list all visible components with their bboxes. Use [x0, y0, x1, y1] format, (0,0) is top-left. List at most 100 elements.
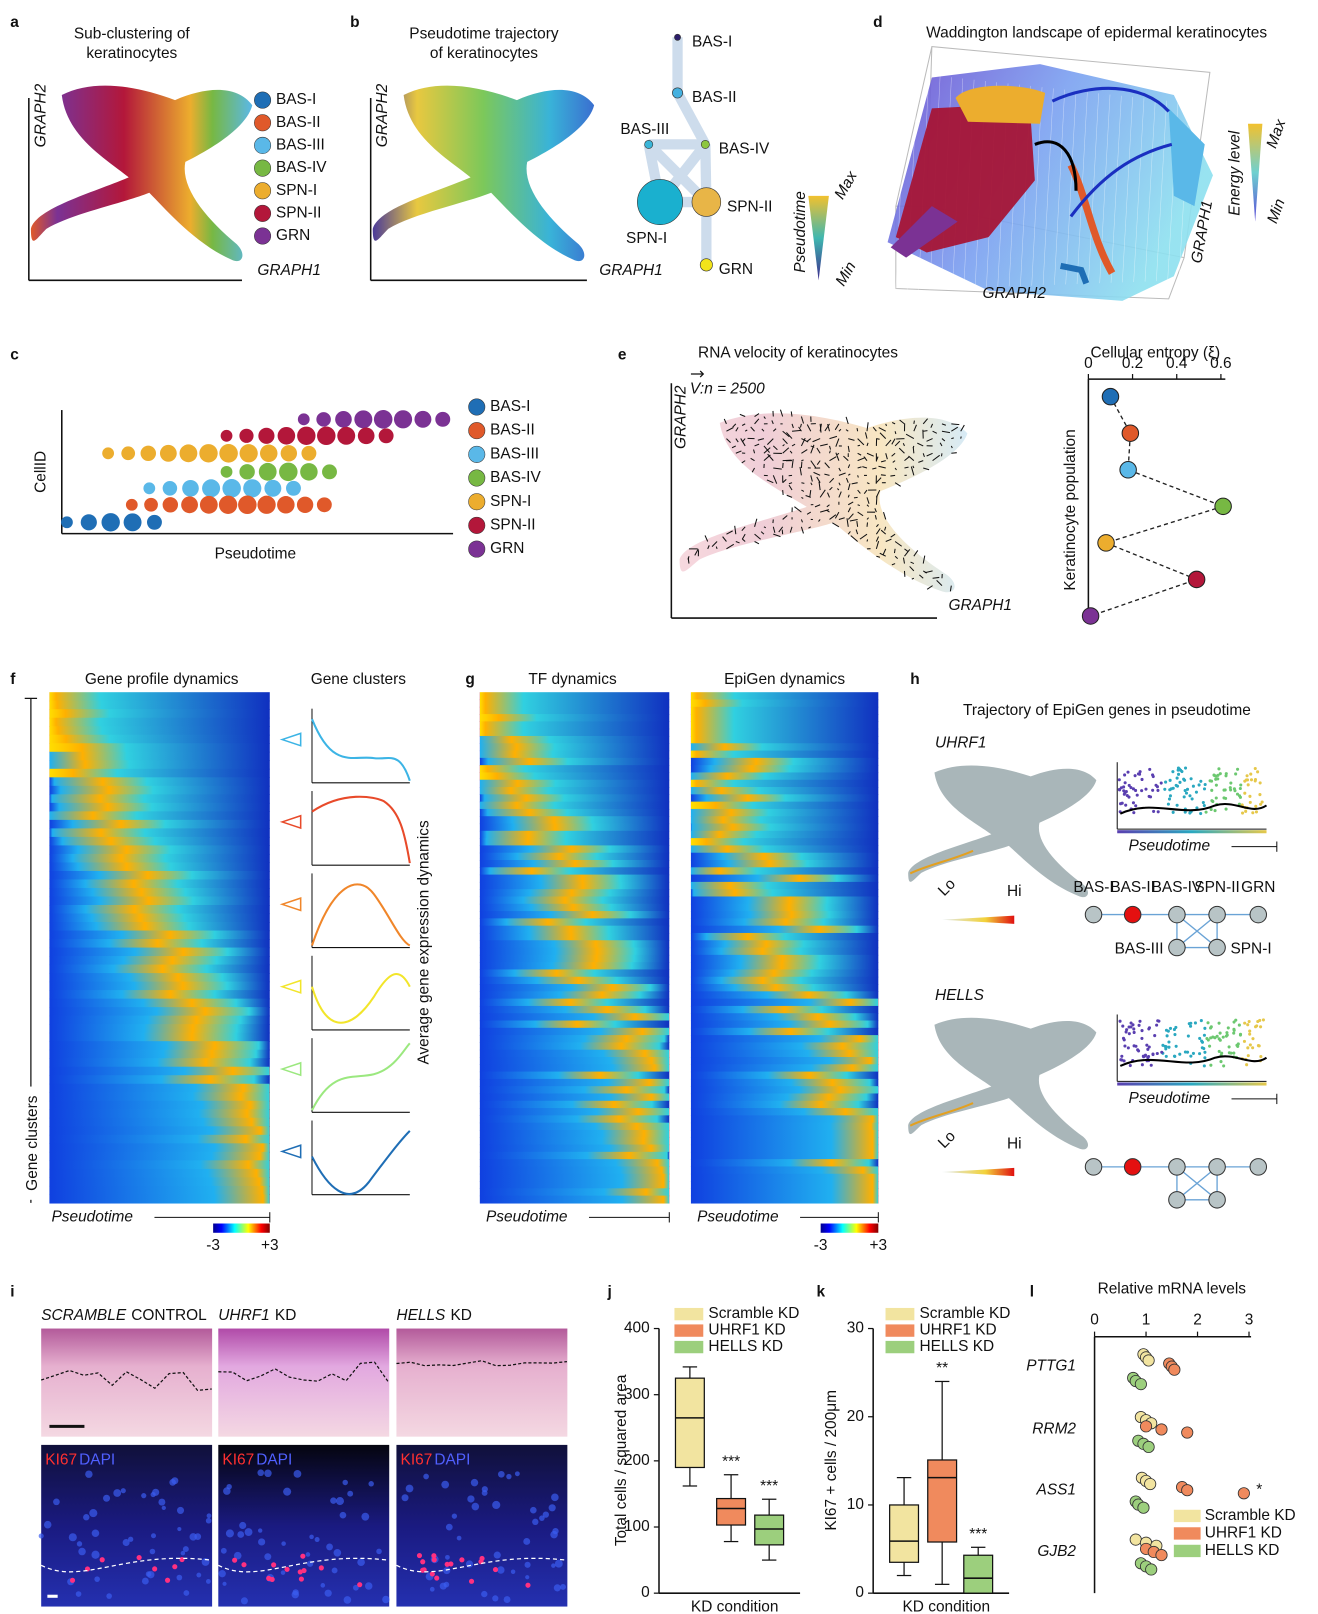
heatmap-row	[690, 1122, 879, 1131]
scatter-dot	[1134, 788, 1138, 793]
pseudotime-bar	[1117, 1082, 1267, 1086]
scatter-dot	[1258, 793, 1262, 797]
nucleus	[161, 1505, 166, 1511]
scatter-dot	[1245, 1063, 1249, 1067]
velocity-arrow	[838, 517, 845, 520]
ki67-nucleus	[69, 1577, 76, 1583]
scale-label: Hi	[1007, 1135, 1022, 1152]
heatmap-row	[479, 823, 670, 832]
cell-dot	[280, 445, 298, 462]
legend-swatch	[1173, 1544, 1201, 1558]
velocity-arrow	[894, 431, 897, 435]
nucleus	[38, 1533, 44, 1539]
scatter-dot	[1131, 801, 1135, 805]
scatter-dot	[1132, 1027, 1136, 1031]
velocity-arrow	[866, 422, 869, 432]
heatmap-row	[479, 706, 670, 715]
stain-ki67: KI67	[222, 1451, 254, 1468]
heatmap-row	[690, 830, 879, 839]
nucleus	[376, 1548, 382, 1555]
cell-dot	[316, 497, 332, 513]
heatmap-row	[690, 976, 879, 985]
scale-label: Pseudotime	[792, 191, 809, 273]
heatmap-row	[479, 1137, 670, 1146]
heatmap-row	[49, 709, 270, 719]
heatmap-row	[49, 1041, 270, 1051]
velocity-arrow	[754, 533, 761, 540]
nucleus	[75, 1591, 82, 1597]
cluster-region	[955, 85, 1046, 124]
scatter-dot	[1156, 788, 1160, 792]
velocity-arrow	[918, 460, 924, 463]
heatmap-row	[49, 1109, 270, 1119]
heatmap-row	[479, 1129, 670, 1138]
panel-letter: f	[10, 671, 16, 688]
velocity-arrow	[926, 438, 933, 442]
velocity-arrow	[773, 533, 781, 538]
expression-scale	[942, 1167, 1015, 1177]
velocity-arrow	[859, 533, 868, 540]
ki67-nucleus	[241, 1562, 247, 1568]
scatter-dot	[1171, 786, 1175, 790]
velocity-arrow	[894, 440, 901, 447]
heatmap-row	[690, 808, 879, 817]
axis-label: CellID	[32, 451, 49, 493]
axis-label: KI67 + cells / 200μm	[823, 1390, 840, 1531]
cell-dot	[220, 429, 233, 442]
scatter-dot	[1228, 786, 1232, 790]
velocity-arrow	[850, 535, 858, 542]
scatter-dot	[1165, 1034, 1169, 1038]
velocity-arrow	[819, 423, 822, 432]
velocity-arrow	[782, 430, 790, 438]
heatmap-row	[49, 1194, 270, 1204]
scatter-dot	[1213, 809, 1217, 813]
cluster-path	[1059, 262, 1090, 285]
scatter-dot	[1145, 1043, 1149, 1047]
velocity-arrow	[826, 509, 830, 513]
velocity-arrow	[950, 445, 953, 449]
velocity-arrow	[829, 514, 837, 520]
heatmap-row	[479, 1086, 670, 1095]
cluster-curve	[311, 1042, 411, 1111]
scatter-dot	[1134, 804, 1138, 808]
cell-dot	[322, 464, 337, 480]
legend-swatch	[674, 1307, 704, 1321]
mesh-line	[1144, 99, 1156, 282]
heatmap-row	[690, 1005, 879, 1014]
heatmap-row	[690, 1071, 879, 1080]
scatter-dot	[1248, 794, 1252, 798]
umap-gray	[908, 1017, 1097, 1150]
velocity-arrow	[885, 538, 892, 542]
entropy-dot	[1214, 497, 1232, 516]
axis-label: GRAPH1	[599, 262, 662, 279]
nucleus	[196, 1572, 202, 1578]
nucleus	[523, 1538, 531, 1545]
nucleus	[281, 1541, 286, 1546]
velocity-arrow	[894, 467, 897, 471]
velocity-arrow	[778, 526, 784, 533]
node-label: BAS-IV	[719, 141, 770, 158]
scatter-dot	[1246, 1054, 1250, 1058]
scatter-dot	[1189, 1024, 1193, 1028]
legend-label: UHRF1 KD	[1205, 1525, 1282, 1542]
cell-dot	[125, 498, 138, 511]
panel-letter: e	[618, 347, 627, 364]
trajectory-node	[1249, 1158, 1268, 1176]
y-tick-label: 0	[855, 1584, 864, 1601]
stain-dapi: DAPI	[256, 1451, 292, 1468]
nucleus	[357, 1558, 365, 1567]
heatmap-row	[479, 954, 670, 963]
legend-swatch	[885, 1307, 915, 1321]
velocity-arrow	[789, 526, 793, 533]
velocity-arrow	[829, 477, 835, 484]
heatmap-row	[479, 1093, 670, 1102]
velocity-arrow	[816, 447, 821, 454]
heatmap-row	[690, 947, 879, 956]
scatter-dot	[1175, 776, 1179, 780]
heatmap-row	[49, 1160, 270, 1170]
cell-dot	[218, 495, 238, 514]
velocity-arrow	[845, 477, 849, 483]
trajectory-node	[700, 139, 710, 149]
velocity-arrow	[835, 438, 840, 447]
scatter-dot	[1254, 810, 1258, 814]
